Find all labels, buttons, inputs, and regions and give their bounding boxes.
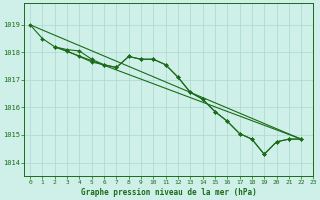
X-axis label: Graphe pression niveau de la mer (hPa): Graphe pression niveau de la mer (hPa) xyxy=(81,188,257,197)
